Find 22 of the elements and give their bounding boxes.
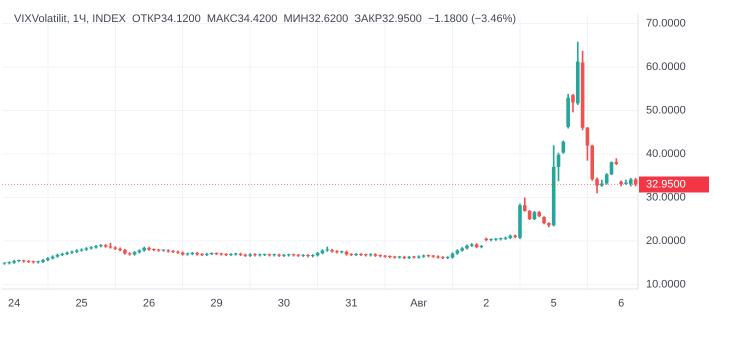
x-tick-label: 24 xyxy=(8,297,20,310)
y-tick-label: 40.0000 xyxy=(646,148,686,160)
chart-title: VIXVolatilit, 1Ч, INDEX ОТКР34.1200 МАКС34.4200 МИН32.6200 ЗАКР32.9500 −1.1800 (−3.46%) xyxy=(14,13,516,26)
y-tick-label: 60.0000 xyxy=(646,60,686,73)
y-tick-label: 30.0000 xyxy=(646,191,686,204)
y-tick-label: 50.0000 xyxy=(646,104,686,116)
y-tick-label: 20.0000 xyxy=(646,234,686,247)
x-tick-label: 2 xyxy=(483,297,490,310)
y-tick-label: 10.0000 xyxy=(646,278,686,290)
x-tick-label: Авг xyxy=(410,297,428,310)
candlestick xyxy=(108,242,112,249)
candlestick xyxy=(306,254,310,258)
x-tick-label: 29 xyxy=(210,297,223,310)
x-tick-label: 5 xyxy=(550,297,557,310)
candlestick xyxy=(253,253,257,256)
x-tick-label: 31 xyxy=(345,297,358,310)
x-tick-label: 6 xyxy=(618,297,624,310)
ref-line-label: 32.9500 xyxy=(646,178,686,191)
x-tick-label: 30 xyxy=(278,297,290,310)
x-tick-label: 26 xyxy=(142,297,156,310)
x-tick-label: 25 xyxy=(75,297,88,310)
y-tick-label: 70.0000 xyxy=(646,17,686,30)
